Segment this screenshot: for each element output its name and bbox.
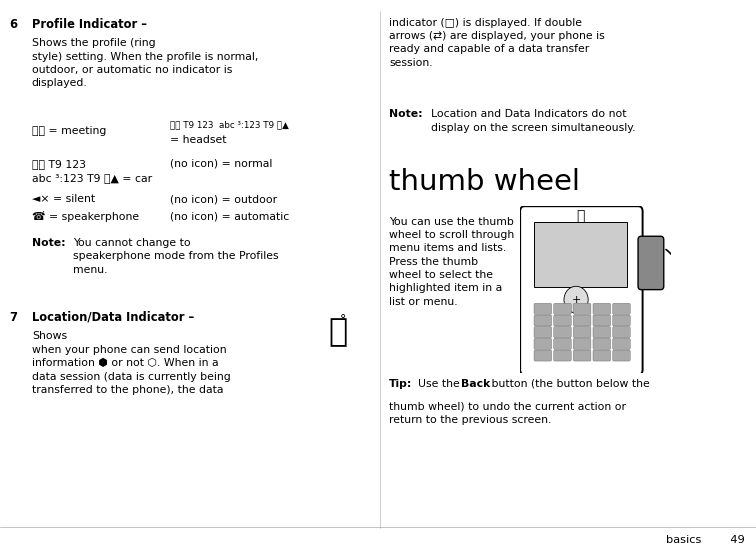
Text: Location and Data Indicators do not
display on the screen simultaneously.: Location and Data Indicators do not disp… — [431, 109, 636, 133]
Text: You cannot change to
speakerphone mode from the Profiles
menu.: You cannot change to speakerphone mode f… — [73, 238, 279, 275]
Text: Shows
when your phone can send location
information ⬢ or not ⬡. When in a
data s: Shows when your phone can send location … — [32, 331, 231, 395]
Text: ☎́ = speakerphone: ☎́ = speakerphone — [32, 211, 139, 222]
Text: Profile Indicator –: Profile Indicator – — [32, 18, 147, 31]
Text: ⓦ⃓ T9 123: ⓦ⃓ T9 123 — [32, 159, 85, 168]
Text: = headset: = headset — [170, 135, 227, 145]
Text: (no icon) = automatic: (no icon) = automatic — [170, 211, 290, 221]
Text: ⓘ⃓ = meeting: ⓘ⃓ = meeting — [32, 126, 106, 136]
Text: °: ° — [339, 313, 345, 326]
Text: 7: 7 — [9, 311, 17, 324]
Text: indicator (□) is displayed. If double
arrows (⇄) are displayed, your phone is
re: indicator (□) is displayed. If double ar… — [389, 18, 605, 68]
Text: (no icon) = outdoor: (no icon) = outdoor — [170, 194, 277, 204]
Text: Note:: Note: — [389, 109, 423, 119]
Text: button (the button below the: button (the button below the — [488, 379, 649, 388]
Text: basics        49: basics 49 — [666, 535, 745, 545]
Text: thumb wheel: thumb wheel — [389, 168, 581, 196]
Text: Note:: Note: — [32, 238, 65, 248]
Text: Location/Data Indicator –: Location/Data Indicator – — [32, 311, 194, 324]
Text: Back: Back — [461, 379, 491, 388]
Text: Shows the profile (ring
style) setting. When the profile is normal,
outdoor, or : Shows the profile (ring style) setting. … — [32, 38, 258, 89]
Text: (no icon) = normal: (no icon) = normal — [170, 159, 272, 168]
Text: ◄× = silent: ◄× = silent — [32, 194, 94, 204]
Text: thumb wheel) to undo the current action or
return to the previous screen.: thumb wheel) to undo the current action … — [389, 401, 626, 425]
Text: 6: 6 — [9, 18, 17, 31]
Text: ⓦ⃓ T9 123  abc ³:123 T9 Ⓖ▲: ⓦ⃓ T9 123 abc ³:123 T9 Ⓖ▲ — [170, 120, 289, 129]
Text: Tip:: Tip: — [389, 379, 413, 388]
Text: You can use the thumb
wheel to scroll through
menu items and lists.
Press the th: You can use the thumb wheel to scroll th… — [389, 217, 515, 307]
Text: abc ³:123 T9 Ⓖ▲ = car: abc ³:123 T9 Ⓖ▲ = car — [32, 173, 152, 183]
Text: Use the: Use the — [418, 379, 463, 388]
Text: Ⓐ: Ⓐ — [329, 317, 348, 348]
